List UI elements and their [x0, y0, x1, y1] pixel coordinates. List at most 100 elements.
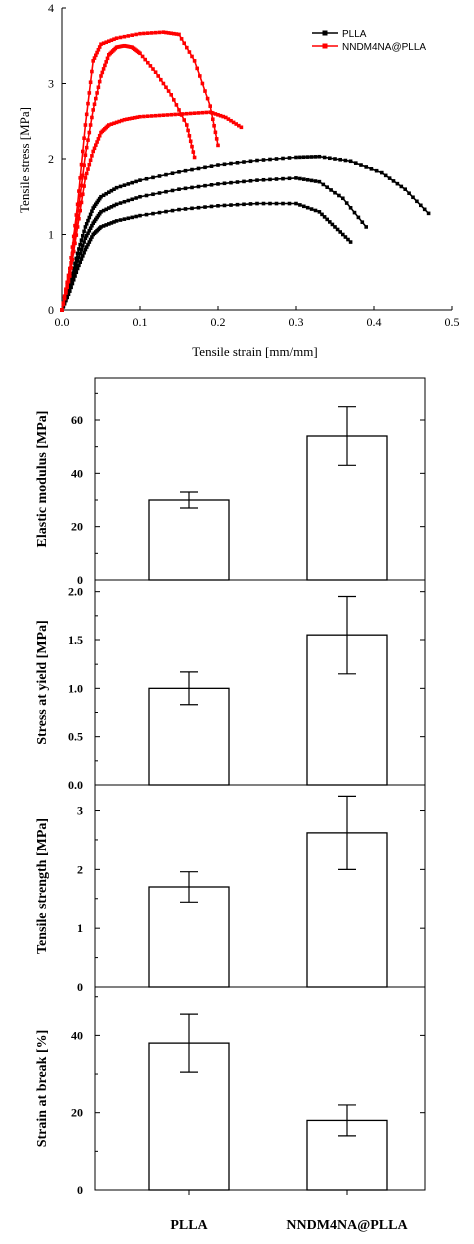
data-point-marker	[126, 34, 131, 38]
data-point-marker	[325, 217, 329, 222]
data-point-marker	[125, 117, 129, 122]
data-point-marker	[229, 180, 233, 185]
data-point-marker	[234, 122, 238, 126]
data-point-marker	[134, 196, 138, 200]
data-point-marker	[222, 203, 227, 208]
data-point-marker	[79, 200, 84, 205]
data-point-marker	[161, 113, 166, 118]
data-point-marker	[200, 110, 205, 115]
data-point-marker	[87, 240, 92, 244]
data-point-marker	[94, 202, 98, 207]
data-point-marker	[364, 225, 368, 229]
data-point-marker	[75, 251, 80, 256]
data-point-marker	[268, 157, 272, 162]
data-point-marker	[66, 273, 71, 278]
data-point-marker	[112, 203, 116, 208]
data-point-marker	[156, 74, 160, 78]
data-point-marker	[242, 160, 246, 164]
bar-panel-3: 0 1 2 3 Tensile strength [MPa]	[35, 784, 426, 994]
bar-y-tick-label: 0	[77, 573, 83, 587]
series-line	[61, 202, 352, 311]
data-point-marker	[83, 153, 88, 158]
data-point-marker	[104, 223, 108, 227]
data-point-marker	[65, 280, 69, 285]
data-point-marker	[298, 176, 302, 181]
data-point-marker	[103, 63, 107, 68]
data-point-marker	[157, 30, 162, 35]
data-point-marker	[399, 184, 404, 189]
data-point-marker	[281, 176, 285, 181]
data-point-marker	[343, 235, 348, 239]
data-point-marker	[68, 266, 72, 271]
data-point-marker	[82, 250, 86, 255]
data-point-marker	[109, 221, 114, 225]
data-point-marker	[114, 219, 119, 223]
data-point-marker	[274, 157, 279, 161]
data-point-marker	[138, 51, 142, 56]
data-point-marker	[91, 221, 95, 225]
bar-y-tick-label: 60	[71, 413, 83, 427]
line-chart-y-tick-label: 1	[48, 228, 54, 242]
data-point-marker	[130, 215, 134, 220]
data-point-marker	[177, 108, 181, 112]
bar-panel-ylabel: Stress at yield [MPa]	[35, 620, 50, 745]
bar-y-tick-label: 0	[77, 1183, 83, 1197]
data-point-marker	[185, 111, 189, 116]
data-point-marker	[274, 201, 279, 206]
data-point-marker	[151, 211, 155, 216]
data-point-marker	[70, 245, 75, 249]
data-point-marker	[229, 203, 233, 207]
data-point-marker	[298, 203, 302, 207]
data-point-marker	[209, 204, 214, 209]
data-point-marker	[187, 50, 192, 54]
data-point-marker	[255, 158, 259, 163]
data-point-marker	[213, 112, 218, 116]
data-point-marker	[226, 117, 231, 121]
data-point-marker	[88, 226, 93, 231]
data-point-marker	[79, 238, 84, 242]
data-point-marker	[411, 195, 415, 200]
bar-y-tick-label: 1.5	[68, 633, 83, 647]
data-point-marker	[117, 119, 121, 124]
legend-marker-0	[322, 30, 328, 36]
legend-label-plla: PLLA	[342, 29, 367, 40]
data-point-marker	[138, 114, 142, 119]
data-point-marker	[95, 200, 99, 205]
data-point-marker	[81, 192, 85, 197]
data-point-marker	[62, 294, 67, 298]
data-point-marker	[79, 247, 84, 252]
data-point-marker	[90, 154, 94, 158]
data-point-marker	[88, 237, 93, 242]
data-point-marker	[107, 123, 111, 127]
data-point-marker	[107, 39, 111, 44]
data-point-marker	[75, 266, 80, 271]
data-point-marker	[235, 202, 240, 207]
data-point-marker	[96, 47, 101, 52]
data-point-marker	[138, 213, 142, 218]
data-point-marker	[195, 66, 199, 71]
bar-y-tick-label: 1	[77, 921, 83, 935]
data-point-marker	[87, 215, 92, 220]
data-point-marker	[305, 155, 310, 159]
data-point-marker	[88, 123, 93, 127]
data-point-marker	[73, 223, 77, 228]
data-point-marker	[242, 202, 246, 207]
bar-y-tick-label: 40	[71, 466, 83, 480]
data-point-marker	[203, 205, 207, 209]
data-point-marker	[338, 230, 342, 234]
data-point-marker	[229, 118, 233, 123]
data-point-marker	[138, 194, 142, 199]
line-chart-x-tick-label: 0.2	[211, 315, 226, 329]
data-point-marker	[82, 229, 86, 234]
data-point-marker	[114, 202, 119, 207]
data-point-marker	[383, 173, 388, 178]
data-point-marker	[337, 193, 341, 198]
data-point-marker	[190, 167, 194, 172]
data-point-marker	[177, 32, 181, 37]
data-point-marker	[96, 85, 101, 90]
data-point-marker	[95, 215, 99, 220]
data-point-marker	[122, 199, 127, 204]
data-point-marker	[222, 162, 227, 167]
